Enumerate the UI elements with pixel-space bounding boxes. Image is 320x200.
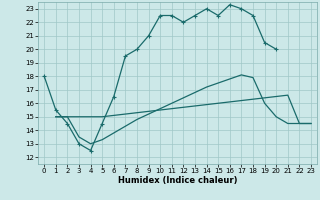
X-axis label: Humidex (Indice chaleur): Humidex (Indice chaleur) (118, 176, 237, 185)
